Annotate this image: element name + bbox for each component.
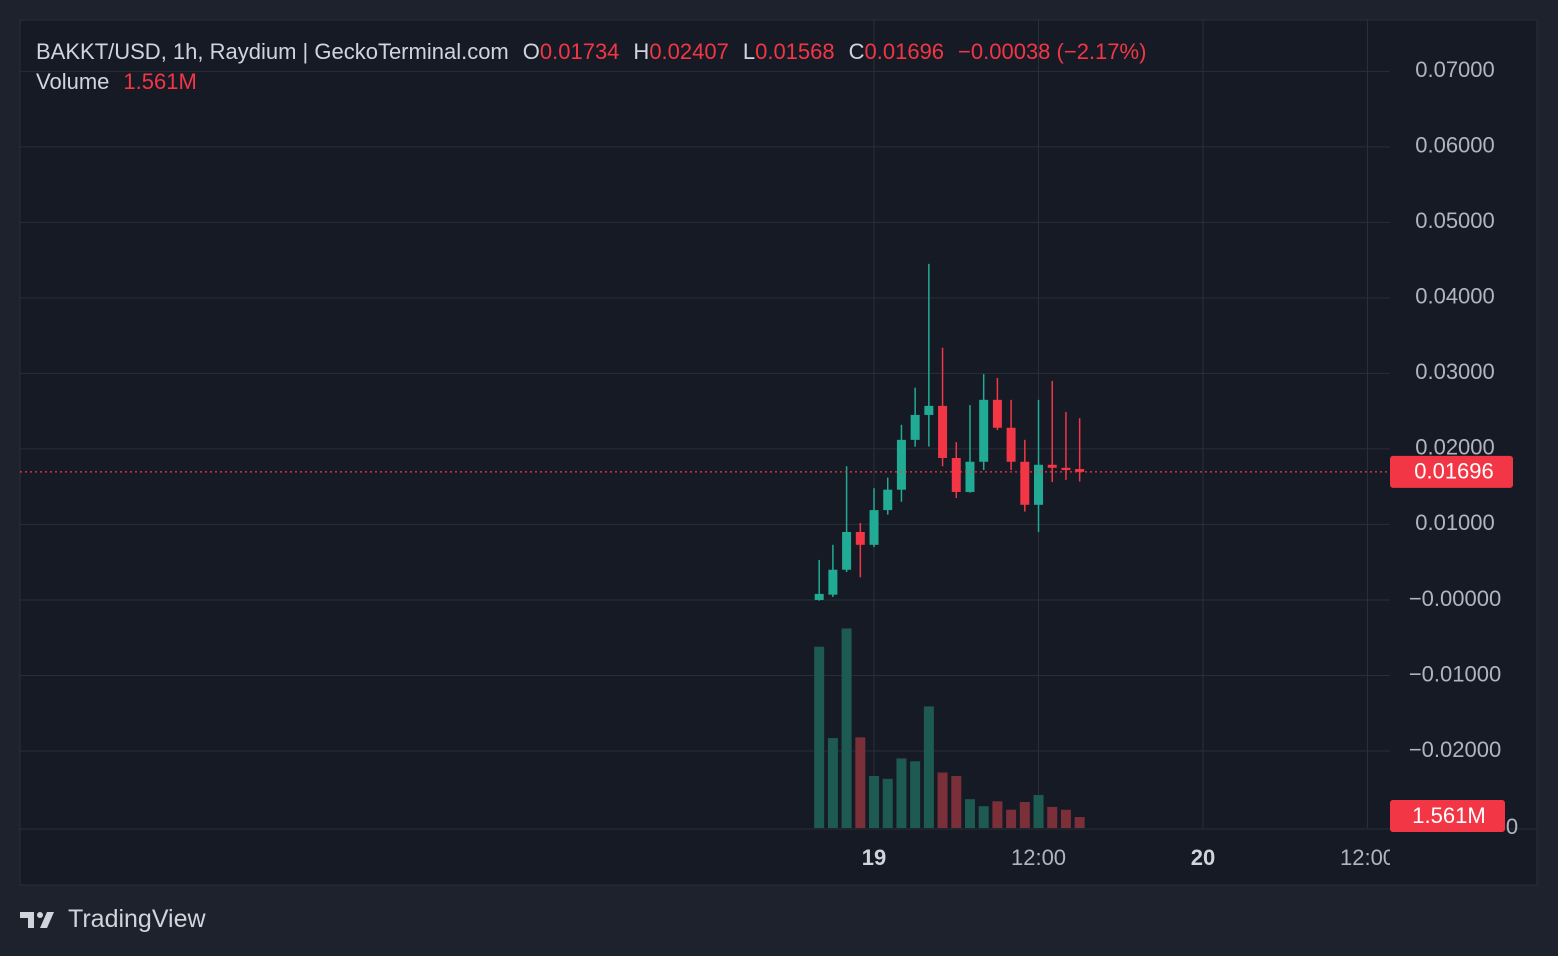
y-tick-label: −0.00000 [1409, 586, 1501, 611]
volume-bar [841, 628, 852, 828]
candle-body [855, 531, 865, 545]
legend-title: BAKKT/USD, 1h, Raydium | GeckoTerminal.c… [36, 39, 509, 64]
volume-bar [964, 799, 975, 828]
marks [20, 263, 1390, 828]
candle-body [828, 569, 838, 595]
candle-body [842, 531, 852, 570]
volume-bar [910, 761, 921, 828]
volume-bar [951, 776, 962, 828]
candle-body [814, 593, 824, 600]
legend-value: 0.01734 [539, 39, 620, 64]
candle-body [938, 405, 948, 458]
brand-logo [20, 911, 54, 928]
y-tick-label: 0.01000 [1415, 510, 1495, 535]
volume-bar [869, 776, 880, 828]
candle-body [992, 399, 1002, 428]
legend-row: Volume 1.561M [36, 67, 1146, 97]
volume-bar [1074, 817, 1085, 828]
x-tick-label: 12:00 [1340, 845, 1395, 870]
volume-bar [882, 778, 893, 828]
candle-body [1034, 464, 1044, 505]
volume-bar [1019, 802, 1030, 828]
y-tick-label: 0.02000 [1415, 435, 1495, 460]
legend: BAKKT/USD, 1h, Raydium | GeckoTerminal.c… [36, 37, 1146, 97]
volume-bar [923, 706, 934, 828]
y-tick-label: 0.06000 [1415, 133, 1495, 158]
legend-key: L [742, 39, 756, 64]
volume-bar [855, 737, 866, 828]
candle-body [979, 399, 989, 462]
volume-bar [1006, 809, 1017, 828]
axes: 0.07000 0.06000 0.05000 0.04000 0.03000 0.020… [862, 57, 1518, 870]
y-tick-label: 0.05000 [1415, 208, 1495, 233]
last-volume-label: 1.561M [1412, 803, 1485, 828]
y-tick-label: 0.04000 [1415, 284, 1495, 309]
volume-bar [1060, 809, 1071, 828]
legend-key: C [848, 39, 865, 64]
last-volume-badge [1390, 800, 1505, 833]
legend-fields: O 0.01734 H 0.02407 L 0.01568 C 0.01696 [509, 37, 944, 67]
y-tick-label: −0.02000 [1409, 737, 1501, 762]
candle-body [924, 405, 934, 415]
candle-body [896, 439, 906, 490]
legend-value: 0.01568 [755, 39, 835, 64]
candle-body [1075, 469, 1085, 472]
volume-bar [978, 806, 989, 828]
volume-bar [827, 738, 838, 828]
candle-body [1020, 461, 1030, 505]
candle-body [883, 489, 893, 511]
candle-body [951, 457, 961, 492]
volume-bar [1047, 806, 1058, 828]
volume-value: 1.561M [123, 69, 197, 94]
volume-title: Volume [36, 69, 110, 94]
candle-body [1061, 467, 1071, 471]
candle-body [1006, 427, 1016, 462]
candle-body [910, 414, 920, 440]
legend-row: BAKKT/USD, 1h, Raydium | GeckoTerminal.c… [36, 37, 1146, 67]
last-price-badge [1390, 455, 1513, 488]
legend-value: 0.02407 [649, 39, 729, 64]
y-tick-label: −0.01000 [1409, 661, 1501, 686]
candle-body [869, 510, 879, 545]
volume-tick-label: 0 [1506, 814, 1518, 839]
x-tick-label: 20 [1191, 845, 1215, 870]
volume-bar [896, 758, 907, 828]
volume-bar [937, 772, 948, 828]
y-tick-label: 0.07000 [1415, 57, 1495, 82]
brand-name: TradingView [68, 905, 206, 933]
candle-body [965, 461, 975, 492]
x-tick-label: 12:00 [1011, 845, 1066, 870]
chart-panel [19, 19, 1538, 886]
x-tick-label: 19 [862, 845, 886, 870]
candle-body [1047, 464, 1057, 468]
legend-change: −0.00038 (−2.17%) [958, 39, 1147, 64]
brand[interactable]: TradingView [20, 905, 206, 934]
volume-bar [1033, 794, 1044, 828]
legend-key: H [633, 39, 650, 64]
legend-key: O [522, 39, 540, 64]
y-tick-label: 0.03000 [1415, 359, 1495, 384]
volume-bar [814, 646, 825, 828]
last-price-label: 0.01696 [1414, 459, 1494, 484]
volume-bar [992, 801, 1003, 828]
legend-value: 0.01696 [864, 39, 945, 64]
